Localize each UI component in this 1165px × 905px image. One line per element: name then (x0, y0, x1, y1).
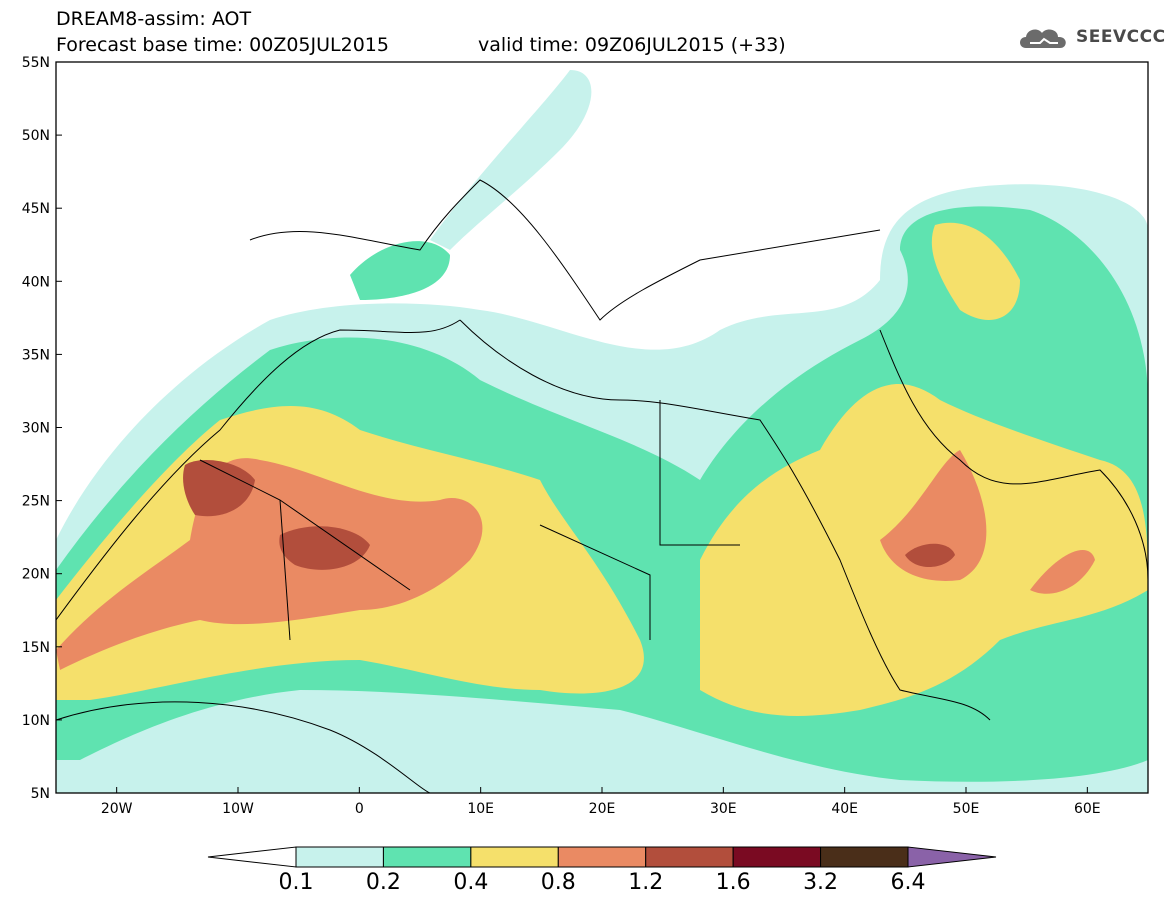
seevccc-logo: SEEVCCC (1016, 24, 1165, 50)
lat-tick-label: 30N (22, 421, 50, 437)
aot-field-1.2 (183, 460, 255, 517)
colorbar-high-arrow (907, 846, 997, 868)
aot-field-0.2-iberia (350, 241, 450, 300)
lat-tick-label: 45N (22, 201, 50, 217)
aot-fields (56, 70, 1148, 793)
colorbar-label: 6.4 (890, 870, 926, 895)
forecast-base-time: Forecast base time: 00Z05JUL2015 (56, 34, 389, 56)
aot-field-0.1-europe (430, 70, 592, 250)
colorbar-segment (820, 846, 909, 868)
lat-tick-label: 55N (22, 55, 50, 71)
lat-tick-label: 10N (22, 713, 50, 729)
lon-tick-label: 50E (953, 801, 980, 817)
colorbar-label: 0.1 (278, 870, 314, 895)
colorbar-segment (645, 846, 734, 868)
lon-tick-label: 20W (101, 801, 133, 817)
colorbar (207, 846, 997, 868)
colorbar-segment (732, 846, 822, 868)
lat-tick-label: 40N (22, 274, 50, 290)
aot-field-0.8-arabia (880, 450, 987, 581)
aot-field-0.8-oman (1030, 550, 1095, 594)
colorbar-segment (382, 846, 472, 868)
colorbar-segment (557, 846, 647, 868)
lat-tick-label: 15N (22, 640, 50, 656)
colorbar-low-arrow (207, 846, 297, 868)
colorbar-label: 1.6 (715, 870, 751, 895)
aot-field-1.2-mali (279, 526, 370, 570)
longitude-axis: 20W 10W 0 10E 20E 30E 40E 50E 60E (101, 787, 1101, 817)
cloud-icon (1020, 29, 1066, 48)
lon-tick-label: 10E (467, 801, 494, 817)
lat-tick-label: 50N (22, 128, 50, 144)
aot-field-0.8 (56, 458, 483, 670)
colorbar-label: 0.8 (540, 870, 576, 895)
map-title: DREAM8-assim: AOT (56, 8, 252, 30)
aot-field-0.4-caspian (931, 222, 1020, 320)
lon-tick-label: 20E (589, 801, 616, 817)
valid-time: valid time: 09Z06JUL2015 (+33) (478, 34, 786, 56)
colorbar-label: 0.2 (365, 870, 401, 895)
coastlines (56, 179, 1148, 793)
lat-tick-label: 35N (22, 347, 50, 363)
lon-tick-label: 10W (222, 801, 254, 817)
lon-tick-label: 30E (710, 801, 737, 817)
lon-tick-label: 40E (831, 801, 858, 817)
colorbar-label: 1.2 (628, 870, 664, 895)
aot-field-1.2-arabia (905, 543, 955, 568)
lat-tick-label: 5N (31, 786, 50, 802)
colorbar-label: 3.2 (803, 870, 839, 895)
colorbar-label: 0.4 (453, 870, 489, 895)
latitude-axis: 55N 50N 45N 40N 35N 30N 25N 20N 15N 10N 5N (22, 55, 62, 802)
colorbar-segment (470, 846, 559, 868)
lat-tick-label: 20N (22, 567, 50, 583)
lat-tick-label: 25N (22, 494, 50, 510)
colorbar-segment (295, 846, 384, 868)
logo-text: SEEVCCC (1076, 27, 1165, 47)
lon-tick-label: 0 (355, 801, 364, 817)
lon-tick-label: 60E (1074, 801, 1101, 817)
